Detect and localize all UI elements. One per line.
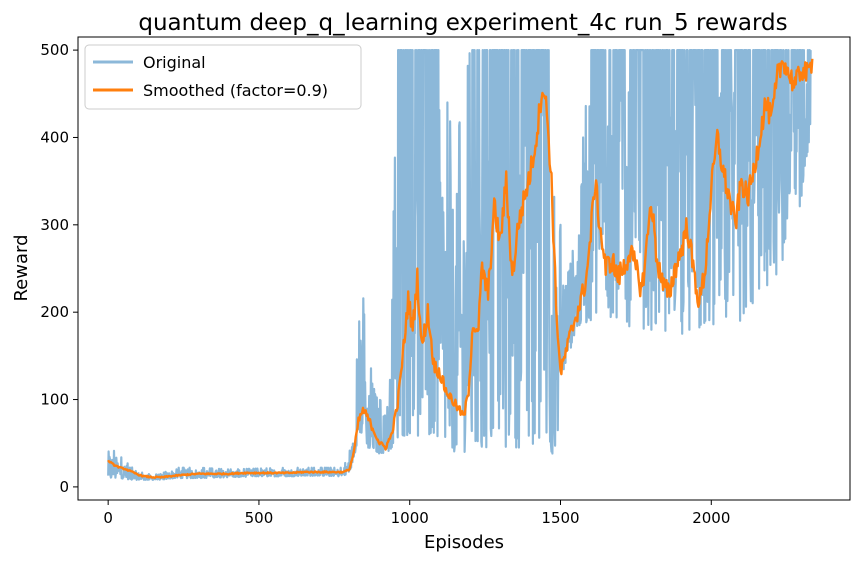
y-axis-label: Reward (11, 234, 32, 301)
x-tick-label: 1500 (541, 509, 579, 527)
x-tick-label: 2000 (692, 509, 730, 527)
x-axis: 0 500 1000 1500 2000 (103, 500, 730, 527)
x-tick-label: 500 (245, 509, 274, 527)
y-tick-label: 200 (40, 303, 69, 321)
line-smoothed (107, 58, 814, 479)
y-tick-label: 100 (40, 391, 69, 409)
legend-box (84, 44, 362, 110)
y-tick-label: 300 (40, 216, 69, 234)
x-tick-label: 1000 (391, 509, 429, 527)
y-tick-label: 500 (40, 41, 69, 59)
y-tick-label: 400 (40, 128, 69, 146)
x-tick-label: 0 (103, 509, 113, 527)
legend-label-smoothed: Smoothed (factor=0.9) (143, 81, 328, 100)
series-smoothed (107, 58, 814, 479)
chart-title: quantum deep_q_learning experiment_4c ru… (138, 10, 787, 36)
y-tick-label: 0 (59, 478, 69, 496)
plot-frame (77, 36, 851, 501)
legend: Original Smoothed (factor=0.9) (84, 44, 362, 110)
y-axis: 0 100 200 300 400 500 (40, 41, 78, 496)
legend-label-original: Original (143, 53, 206, 72)
x-axis-label: Episodes (424, 532, 504, 553)
